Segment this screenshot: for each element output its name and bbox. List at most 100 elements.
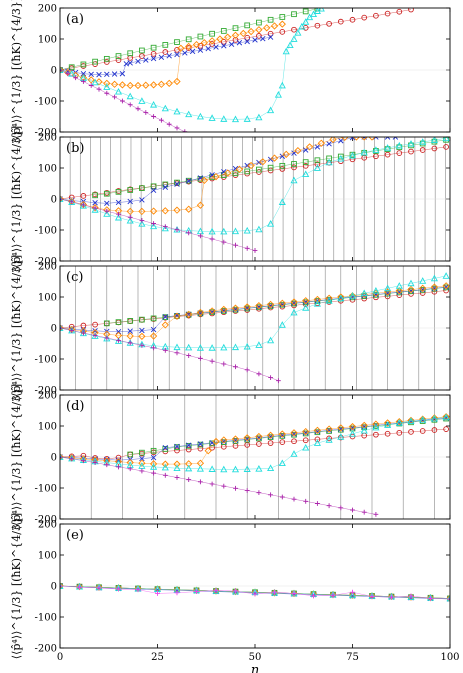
data-point bbox=[350, 589, 355, 595]
data-point bbox=[338, 505, 344, 511]
data-point bbox=[279, 162, 286, 169]
data-point bbox=[256, 371, 262, 377]
data-point bbox=[384, 284, 392, 292]
data-point bbox=[135, 587, 141, 593]
data-point bbox=[243, 342, 251, 350]
data-point bbox=[127, 328, 133, 334]
data-point bbox=[126, 207, 134, 216]
data-point bbox=[196, 201, 205, 209]
data-point bbox=[221, 43, 227, 49]
data-point bbox=[255, 113, 263, 121]
data-point bbox=[139, 47, 145, 54]
data-point bbox=[174, 475, 180, 480]
data-point bbox=[337, 18, 344, 25]
data-point bbox=[115, 189, 122, 195]
data-point bbox=[244, 367, 250, 373]
data-point bbox=[302, 297, 310, 305]
data-point bbox=[373, 511, 379, 517]
data-point bbox=[162, 184, 169, 190]
y-tick-label: -100 bbox=[35, 97, 57, 108]
data-point bbox=[314, 161, 321, 168]
y-axis-label: ⟨⟨p̂⁴⟩⟩^{1/3} [(ħK)^{4/3}] bbox=[10, 513, 23, 659]
data-point bbox=[348, 422, 357, 431]
data-point bbox=[243, 115, 251, 122]
data-point bbox=[79, 202, 87, 209]
data-point bbox=[149, 81, 158, 89]
data-point bbox=[212, 173, 220, 181]
data-point bbox=[220, 227, 228, 235]
data-point bbox=[302, 430, 309, 437]
y-tick-label: 100 bbox=[38, 293, 57, 304]
data-point bbox=[276, 378, 281, 384]
data-point bbox=[294, 147, 302, 155]
data-point bbox=[81, 202, 86, 208]
data-point bbox=[290, 308, 298, 316]
series-1 bbox=[60, 426, 449, 462]
data-point bbox=[428, 596, 433, 601]
series-line bbox=[106, 287, 447, 324]
series-1 bbox=[60, 8, 414, 73]
data-point bbox=[447, 596, 450, 602]
y-tick-label: 100 bbox=[38, 422, 57, 433]
data-point bbox=[252, 248, 258, 253]
data-point bbox=[92, 200, 98, 206]
data-point bbox=[431, 427, 438, 433]
data-point bbox=[104, 90, 110, 96]
series-4 bbox=[60, 413, 450, 468]
data-point bbox=[349, 137, 356, 141]
data-point bbox=[286, 41, 294, 49]
data-point bbox=[220, 115, 228, 122]
data-point bbox=[268, 492, 273, 498]
data-point bbox=[60, 582, 64, 590]
x-tick-label: 50 bbox=[249, 652, 262, 663]
data-point bbox=[395, 282, 403, 289]
data-point bbox=[298, 22, 306, 30]
data-point bbox=[213, 587, 219, 593]
data-point bbox=[143, 57, 149, 63]
data-point bbox=[212, 437, 220, 446]
data-point bbox=[243, 303, 251, 311]
data-point bbox=[126, 332, 134, 340]
data-point bbox=[360, 426, 368, 434]
y-tick-label: -200 bbox=[35, 128, 57, 139]
data-point bbox=[115, 329, 122, 335]
y-tick-label: 0 bbox=[51, 582, 57, 593]
data-point bbox=[127, 187, 134, 193]
data-point bbox=[69, 199, 75, 205]
data-point bbox=[236, 40, 243, 46]
data-point bbox=[221, 361, 227, 367]
data-point bbox=[313, 439, 321, 446]
data-point bbox=[407, 279, 415, 287]
y-tick-label: 0 bbox=[51, 195, 57, 206]
data-point bbox=[260, 35, 266, 42]
data-point bbox=[91, 78, 99, 86]
data-point bbox=[166, 53, 172, 59]
data-point bbox=[69, 328, 75, 333]
data-point bbox=[205, 45, 211, 52]
data-point bbox=[139, 185, 145, 192]
data-point bbox=[103, 83, 111, 90]
data-point bbox=[208, 37, 216, 45]
y-axis-label: ⟨⟨p̂⁴⟩⟩^{1/3} [(ħK)^{4/3}] bbox=[10, 384, 23, 530]
data-point bbox=[120, 98, 125, 104]
series-3 bbox=[60, 34, 274, 78]
y-tick-label: 200 bbox=[38, 520, 57, 531]
data-point bbox=[348, 591, 357, 599]
data-point bbox=[395, 141, 403, 149]
data-point bbox=[208, 227, 216, 235]
data-point bbox=[408, 429, 414, 435]
data-point bbox=[182, 50, 188, 56]
data-point bbox=[330, 592, 336, 598]
data-point bbox=[233, 588, 238, 594]
data-point bbox=[150, 44, 157, 51]
data-point bbox=[372, 287, 380, 294]
series-5 bbox=[60, 272, 450, 351]
data-point bbox=[419, 284, 427, 292]
data-point bbox=[291, 164, 297, 171]
data-point bbox=[252, 591, 258, 597]
data-point bbox=[302, 443, 310, 451]
data-point bbox=[186, 230, 192, 236]
data-point bbox=[220, 28, 227, 34]
data-point bbox=[442, 413, 450, 421]
